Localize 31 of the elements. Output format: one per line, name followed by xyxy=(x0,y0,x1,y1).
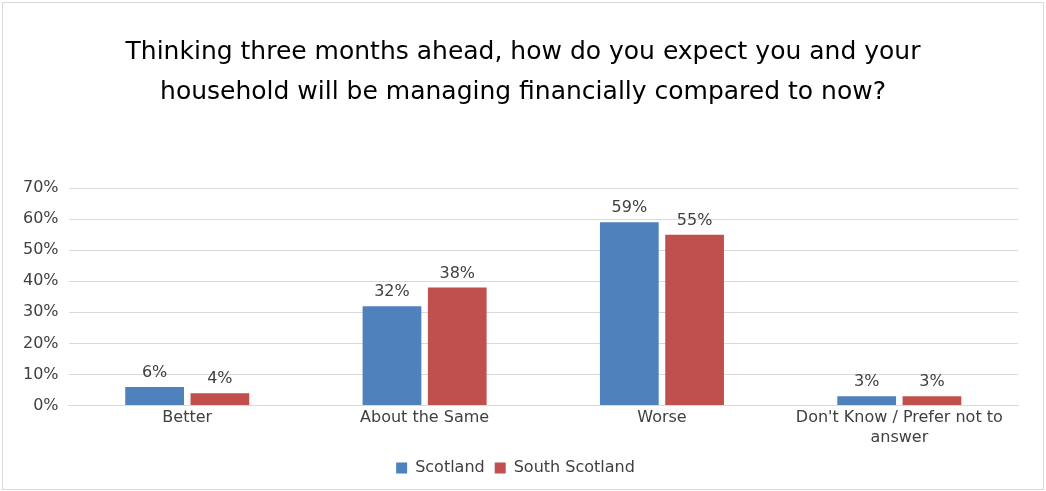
data-label: 3% xyxy=(919,371,945,391)
y-tick-label: 40% xyxy=(23,270,59,290)
y-tick-label: 20% xyxy=(23,332,59,352)
bar xyxy=(902,396,962,406)
data-label: 38% xyxy=(439,262,476,282)
data-label: 6% xyxy=(141,362,168,382)
bar xyxy=(125,386,184,406)
bar xyxy=(837,396,897,406)
data-label: 59% xyxy=(611,197,648,217)
y-tick-label: 10% xyxy=(23,363,59,383)
bar xyxy=(362,306,422,406)
y-tick-label: 0% xyxy=(33,394,59,414)
y-tick-label: 30% xyxy=(23,301,59,321)
x-tick-label: Worse xyxy=(637,407,687,427)
data-label: 3% xyxy=(853,371,880,391)
x-tick-label: Better xyxy=(162,407,213,427)
y-tick-label: 60% xyxy=(23,208,59,228)
bar xyxy=(427,287,487,406)
data-label: 32% xyxy=(374,281,410,301)
bar xyxy=(599,222,659,406)
bar xyxy=(190,393,250,406)
bar xyxy=(665,234,724,406)
chart-title: Thinking three months ahead, how do you expect you and your household will be managing financially compared to now? xyxy=(124,35,922,107)
legend-label: Scotland xyxy=(415,457,485,477)
x-tick-label: Don't Know / Prefer not to answer xyxy=(795,407,1003,446)
y-tick-label: 50% xyxy=(23,239,59,259)
data-label: 55% xyxy=(676,209,713,229)
x-tick-label: About the Same xyxy=(360,407,490,427)
legend-label: South Scotland xyxy=(513,457,635,477)
data-label: 4% xyxy=(207,368,233,388)
y-tick-label: 70% xyxy=(23,177,59,197)
